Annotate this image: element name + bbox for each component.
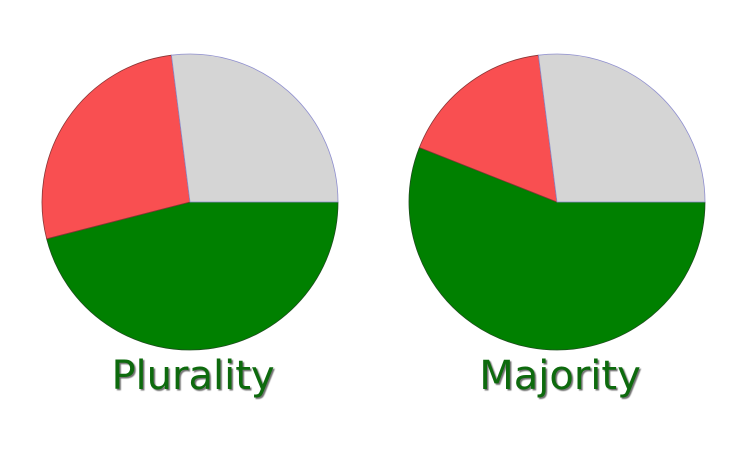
pie-chart: Plurality: [41, 53, 339, 399]
pie-title: Majority: [479, 353, 641, 399]
pie-slice: [538, 53, 706, 203]
pie-slice: [41, 54, 191, 240]
pie-slice: [171, 53, 339, 203]
pie-slice: [408, 147, 706, 351]
pie-chart: Majority: [408, 53, 706, 399]
pie-title: Plurality: [111, 353, 274, 399]
pie-slice: [46, 201, 339, 351]
pie-slice: [418, 54, 558, 203]
